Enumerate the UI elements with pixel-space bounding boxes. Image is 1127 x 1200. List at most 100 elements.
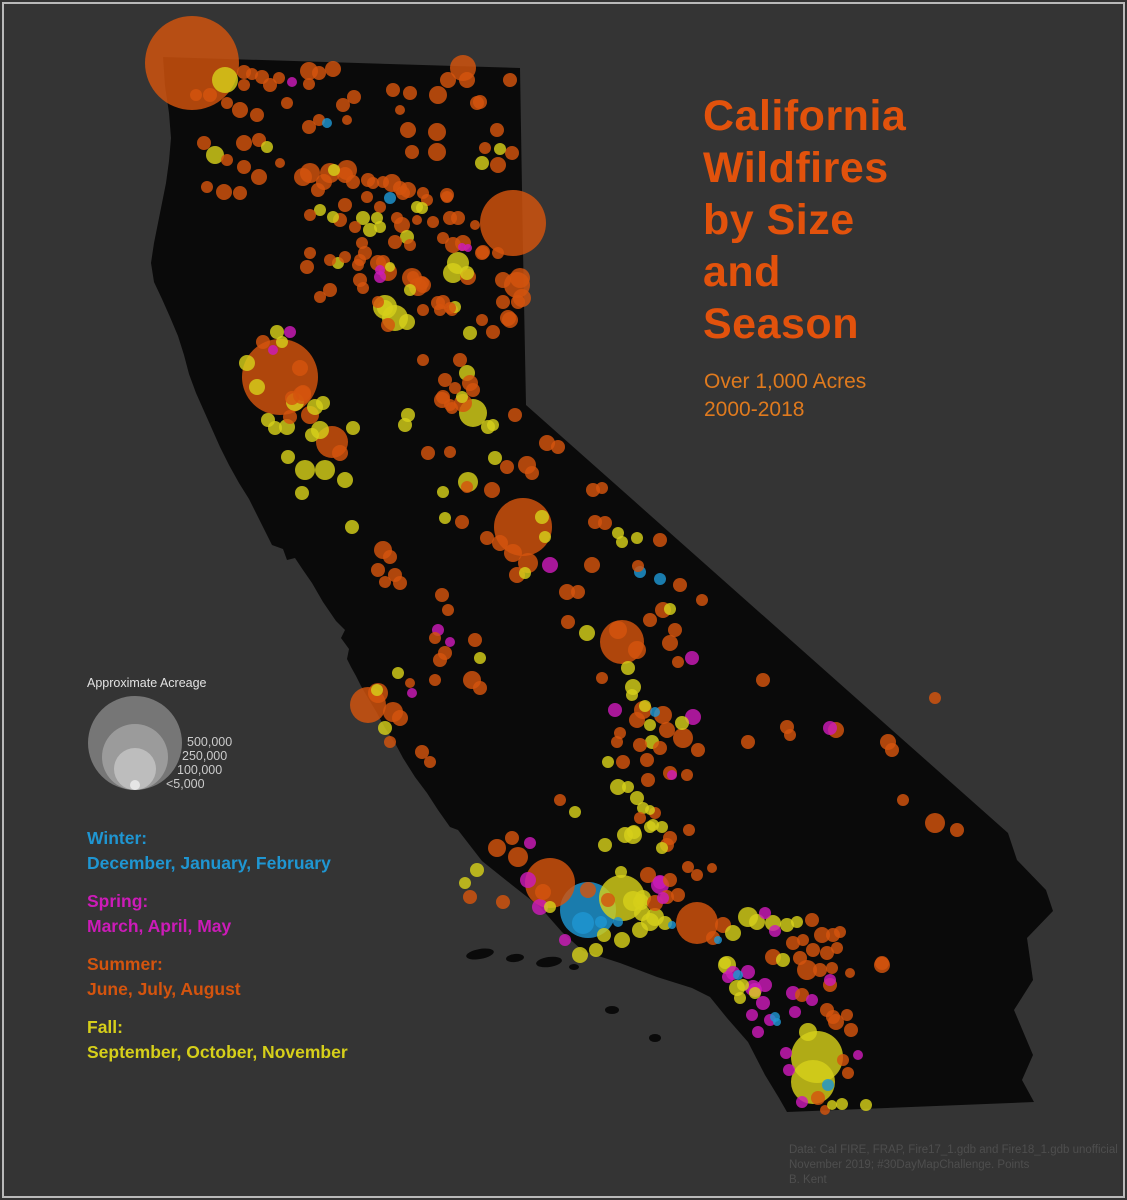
fire-point-summer (525, 466, 539, 480)
fire-point-summer (634, 812, 646, 824)
fire-point-summer (256, 335, 270, 349)
fire-point-fall (675, 716, 689, 730)
season-legend-winter: Winter: December, January, February (87, 826, 427, 876)
fire-point-summer (479, 142, 491, 154)
fire-point-summer (437, 232, 449, 244)
fire-point-summer (598, 516, 612, 530)
fire-point-fall (378, 721, 392, 735)
fire-point-summer (407, 271, 419, 283)
fire-point-fall (363, 223, 377, 237)
fire-point-spring (741, 965, 755, 979)
fire-point-summer (374, 201, 386, 213)
fire-point-fall (827, 1100, 837, 1110)
fire-point-winter (714, 936, 722, 944)
fire-point-fall (443, 263, 463, 283)
season-months: June, July, August (87, 979, 241, 999)
fire-point-summer (929, 692, 941, 704)
fire-point-fall (627, 825, 641, 839)
fire-point-fall (439, 512, 451, 524)
fire-point-spring (806, 994, 818, 1006)
fire-point-summer (354, 254, 366, 266)
fire-point-fall (644, 719, 656, 731)
fire-point-summer (814, 927, 830, 943)
fire-point-summer (435, 588, 449, 602)
fire-point-summer (826, 962, 838, 974)
fire-point-fall (295, 460, 315, 480)
fire-point-summer (671, 888, 685, 902)
fire-point-fall (656, 842, 668, 854)
fire-point-summer (609, 621, 627, 639)
fire-point-summer (404, 239, 416, 251)
fire-point-summer (444, 446, 456, 458)
fire-point-summer (396, 186, 410, 200)
fire-point-fall (631, 532, 643, 544)
fire-point-summer (561, 615, 575, 629)
fire-point-summer (797, 934, 809, 946)
fire-point-summer (504, 544, 522, 562)
fire-point-summer (837, 1054, 849, 1066)
fire-point-summer (459, 72, 475, 88)
fire-point-spring (824, 974, 836, 986)
title-line: by Size (703, 196, 855, 244)
fire-point-summer (356, 237, 368, 249)
fire-point-summer (490, 157, 506, 173)
fire-point-summer (508, 847, 528, 867)
fire-point-summer (676, 902, 718, 944)
fire-point-fall (725, 925, 741, 941)
fire-point-summer (663, 831, 677, 845)
fire-point-summer (303, 78, 315, 90)
fire-point-summer (473, 681, 487, 695)
fire-point-summer (342, 115, 352, 125)
fire-point-fall (621, 661, 635, 675)
fire-point-summer (281, 97, 293, 109)
fire-point-fall (316, 396, 330, 410)
fire-point-summer (232, 102, 248, 118)
fire-point-summer (250, 108, 264, 122)
season-label: Fall: (87, 1017, 123, 1037)
fire-point-spring (608, 703, 622, 717)
fire-point-spring (524, 837, 536, 849)
fire-point-fall (860, 1099, 872, 1111)
fire-point-fall (398, 418, 412, 432)
fire-point-summer (453, 353, 467, 367)
fire-point-summer (461, 481, 473, 493)
fire-point-summer (381, 318, 395, 332)
fire-point-fall (635, 890, 651, 906)
fire-point-summer (415, 276, 429, 290)
fire-point-summer (643, 613, 657, 627)
season-label: Winter: (87, 828, 148, 848)
fire-point-summer (596, 672, 608, 684)
fire-point-summer (551, 440, 565, 454)
fire-point-summer (476, 245, 490, 259)
fire-point-fall (281, 450, 295, 464)
fire-point-fall (634, 905, 650, 921)
fire-point-fall (239, 355, 255, 371)
fire-point-summer (403, 86, 417, 100)
island (569, 964, 579, 970)
fire-point-fall (475, 156, 489, 170)
island (506, 953, 524, 963)
fire-point-fall (488, 451, 502, 465)
season-legend-summer: Summer: June, July, August (87, 952, 427, 1002)
fire-point-fall (212, 67, 238, 93)
fire-point-fall (487, 419, 499, 431)
fire-point-summer (831, 942, 843, 954)
season-label: Summer: (87, 954, 163, 974)
fire-point-summer (682, 861, 694, 873)
fire-point-summer (304, 209, 316, 221)
fire-point-summer (325, 61, 341, 77)
fire-point-fall (572, 947, 588, 963)
title-line: Season (703, 300, 859, 348)
fire-point-summer (466, 383, 480, 397)
fire-point-summer (885, 743, 899, 757)
fire-point-summer (811, 1091, 825, 1105)
fire-point-fall (460, 266, 474, 280)
fire-point-summer (875, 956, 889, 970)
fire-point-summer (221, 154, 233, 166)
fire-point-summer (571, 585, 585, 599)
fire-point-summer (275, 158, 285, 168)
fire-point-summer (440, 72, 456, 88)
fire-point-summer (429, 674, 441, 686)
fire-point-summer (505, 146, 519, 160)
fire-point-summer (488, 839, 506, 857)
